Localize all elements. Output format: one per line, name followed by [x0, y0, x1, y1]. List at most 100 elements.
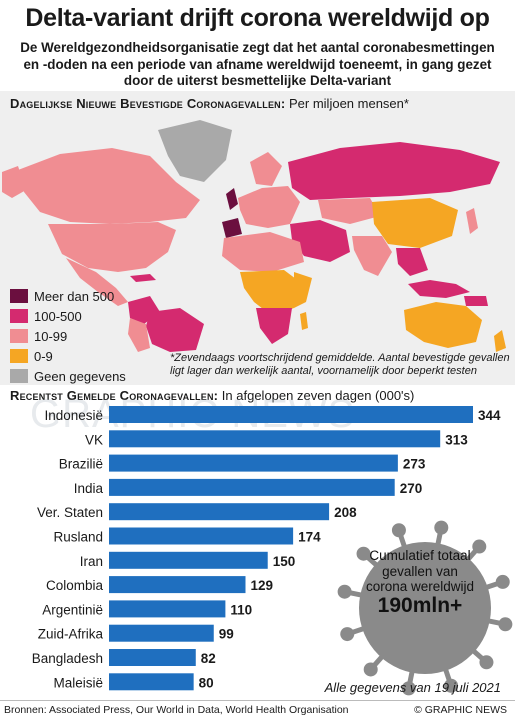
virus-spike-tip — [340, 627, 355, 642]
virus-body — [359, 542, 491, 674]
date-note: Alle gegevens van 19 juli 2021 — [324, 680, 501, 695]
bar-value-label: 80 — [199, 675, 214, 690]
bar-category-label: Rusland — [53, 530, 103, 545]
bar — [109, 430, 441, 448]
map-region-southern-africa — [256, 308, 292, 344]
bar-heading-label: Recentst Gemelde Coronagevallen: — [10, 388, 219, 403]
credit-text: © GRAPHIC NEWS — [414, 704, 507, 716]
map-region-southeast-asia — [396, 248, 428, 276]
virus-spike-tip — [337, 584, 352, 599]
virus-spike-tip — [401, 681, 416, 696]
bar-category-label: India — [74, 481, 104, 496]
virus-spike-tip — [479, 655, 494, 670]
map-region-middle-east — [290, 220, 350, 262]
bar — [109, 576, 246, 594]
legend-label: Meer dan 500 — [34, 288, 115, 304]
legend-item-100-500: 100-500 — [10, 306, 126, 326]
legend-label: Geen gegevens — [34, 368, 126, 384]
bar-value-label: 150 — [273, 554, 296, 569]
legend-swatch — [10, 289, 28, 303]
legend-swatch — [10, 369, 28, 383]
legend-label: 0-9 — [34, 348, 53, 364]
map-region-uk — [226, 188, 238, 210]
map-region-north-africa — [222, 232, 304, 272]
map-region-mexico — [66, 258, 128, 306]
bar-value-label: 208 — [334, 505, 357, 520]
legend-label: 10-99 — [34, 328, 68, 344]
map-region-greenland — [158, 120, 232, 182]
bar — [109, 551, 268, 569]
map-region-central-asia — [318, 198, 380, 224]
world-map — [2, 120, 506, 352]
virus-badge — [337, 520, 513, 696]
bar — [109, 527, 294, 545]
bar — [109, 673, 194, 691]
virus-spike-tip — [363, 662, 378, 677]
bar-value-label: 129 — [251, 578, 274, 593]
bar-value-label: 82 — [201, 651, 216, 666]
virus-spike-tip — [495, 574, 510, 589]
legend-item-0-9: 0-9 — [10, 346, 126, 366]
map-region-east-africa — [294, 272, 312, 308]
map-region-madagascar — [300, 312, 308, 330]
map-heading: Dagelijkse Nieuwe Bevestigde Coronageval… — [10, 96, 409, 111]
map-region-indonesia — [408, 280, 470, 298]
map-region-peru — [128, 318, 150, 352]
virus-spike-tip — [444, 678, 459, 693]
bar-category-label: Indonesië — [44, 408, 103, 423]
bar-category-label: Maleisië — [53, 675, 103, 690]
bar-category-label: Ver. Staten — [37, 505, 103, 520]
badge-value: 190mln+ — [377, 593, 463, 617]
bar-value-label: 110 — [230, 602, 252, 617]
bar-value-label: 99 — [219, 627, 234, 642]
bar — [109, 406, 473, 423]
bar-value-label: 270 — [400, 481, 423, 496]
legend-swatch — [10, 349, 28, 363]
virus-icon — [337, 520, 513, 696]
bar-category-label: Brazilië — [59, 457, 103, 472]
bar-value-label: 174 — [298, 530, 321, 545]
map-region-central-africa — [240, 270, 300, 316]
map-heading-suffix: Per miljoen mensen* — [285, 96, 409, 111]
map-region-png — [464, 296, 488, 306]
virus-spike-tip — [472, 539, 487, 554]
page-title: Delta-variant drijft corona wereldwijd o… — [25, 4, 490, 32]
bar — [109, 503, 330, 521]
bar-category-label: Colombia — [46, 578, 104, 593]
bar — [109, 624, 214, 642]
bar-heading-suffix: In afgelopen zeven dagen (000's) — [218, 388, 415, 403]
virus-spike-tip — [391, 523, 406, 538]
legend-label: 100-500 — [34, 308, 82, 324]
map-region-caribbean — [130, 274, 156, 282]
virus-spike-tip — [434, 520, 449, 535]
map-region-canada — [18, 148, 200, 224]
bar-category-label: Argentinië — [42, 602, 103, 617]
bar — [109, 478, 395, 496]
bar-category-label: Iran — [80, 554, 103, 569]
virus-spike-tip — [356, 546, 371, 561]
map-region-europe — [238, 186, 300, 228]
page-subtitle: De Wereldgezondheidsorganisatie zegt dat… — [20, 40, 495, 88]
bar-value-label: 313 — [445, 432, 468, 447]
bar-chart: Indonesië 344 VK 313 Brazilië 273 India 270 Ver.… — [32, 406, 501, 691]
map-region-usa — [48, 222, 176, 272]
bar-category-label: Bangladesh — [32, 651, 103, 666]
bar-category-label: VK — [85, 432, 103, 447]
footer: Bronnen: Associated Press, Our World in … — [0, 700, 515, 720]
map-legend: Meer dan 500 100-500 10-99 0-9 Geen gege… — [10, 286, 126, 386]
map-region-australia — [404, 302, 482, 348]
map-region-india — [352, 236, 392, 276]
map-region-china — [372, 198, 458, 248]
bar-chart-heading: Recentst Gemelde Coronagevallen: In afge… — [10, 388, 414, 403]
map-region-new-zealand — [494, 330, 506, 352]
map-region-iberia — [222, 218, 242, 238]
map-region-japan — [466, 208, 478, 234]
map-region-alaska — [2, 166, 26, 198]
bar — [109, 649, 196, 666]
badge-text: Cumulatief totaal gevallen van corona we… — [360, 548, 480, 617]
map-region-scandinavia — [250, 152, 282, 186]
legend-item-10-99: 10-99 — [10, 326, 126, 346]
badge-caption: Cumulatief totaal gevallen van corona we… — [365, 548, 475, 594]
bar-value-label: 273 — [403, 457, 426, 472]
virus-spike-tip — [498, 617, 513, 632]
